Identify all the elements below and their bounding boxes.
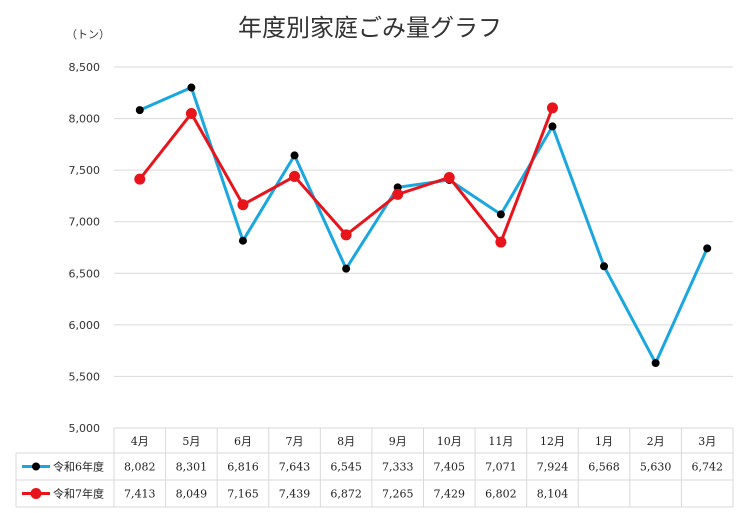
category-label: 4月 (131, 435, 149, 448)
data-point (237, 199, 249, 211)
y-tick-label: 6,000 (69, 319, 101, 332)
table-cell-value: 8,301 (176, 461, 208, 474)
data-point (342, 264, 351, 273)
table-cell-value: 8,104 (537, 488, 569, 501)
table-cell-value: 8,082 (124, 461, 156, 474)
data-point (289, 170, 301, 182)
data-point (290, 151, 299, 160)
category-label: 1月 (595, 435, 613, 448)
category-label: 6月 (234, 435, 252, 448)
y-tick-label: 7,000 (69, 216, 101, 229)
y-tick-label: 7,500 (69, 164, 101, 177)
table-cell-value: 6,872 (330, 488, 362, 501)
legend-label: 令和6年度 (53, 460, 104, 474)
data-point (134, 173, 146, 185)
data-point (600, 262, 609, 271)
y-tick-label: 5,500 (69, 370, 101, 383)
table-cell-value: 7,924 (537, 461, 569, 474)
legend-key-marker (30, 488, 42, 499)
table-cell-value: 7,265 (382, 488, 414, 501)
table-cell-value: 6,802 (485, 488, 517, 501)
legend-key (22, 462, 50, 471)
table-cell-value: 7,165 (227, 488, 259, 501)
data-point (185, 108, 197, 120)
table-cell-value: 7,405 (434, 461, 466, 474)
y-axis-ticks: 5,000 5,500 6,000 6,500 7,000 7,500 8,000 8,500 (69, 61, 101, 435)
category-label: 2月 (647, 435, 665, 448)
series-lines (134, 83, 712, 368)
data-point (187, 83, 196, 92)
table-cell-value: 6,545 (330, 461, 362, 474)
data-point (651, 359, 660, 368)
category-label: 7月 (286, 435, 304, 448)
table-cell-value: 7,643 (279, 461, 311, 474)
table-cell-value: 7,429 (434, 488, 466, 501)
data-point (495, 236, 507, 248)
table-cell-value: 7,071 (485, 461, 517, 474)
category-label: 12月 (540, 435, 565, 448)
legend-key-marker (32, 462, 40, 471)
data-point (548, 122, 557, 131)
category-label: 10月 (437, 435, 462, 448)
y-tick-label: 5,000 (69, 422, 101, 435)
table-cell-value: 5,630 (640, 461, 672, 474)
table-cell-value: 7,413 (124, 488, 156, 501)
data-point (703, 244, 712, 253)
series-2 (134, 102, 558, 248)
data-point (135, 106, 144, 115)
legend-key (22, 488, 50, 499)
table-cell-value: 6,742 (691, 461, 723, 474)
table-cell-value: 7,439 (279, 488, 311, 501)
table-cell-value: 7,333 (382, 461, 414, 474)
data-point (238, 236, 247, 245)
series-line (139, 86, 709, 365)
category-label: 11月 (488, 435, 513, 448)
y-axis-unit-label: （トン） (66, 28, 110, 41)
legend-label: 令和7年度 (53, 487, 104, 501)
category-label: 5月 (182, 435, 200, 448)
y-tick-label: 8,500 (69, 61, 101, 74)
data-point (496, 210, 505, 219)
category-label: 3月 (698, 435, 716, 448)
y-tick-label: 8,000 (69, 113, 101, 126)
data-point (443, 171, 455, 183)
data-point (340, 229, 352, 241)
table-cell-value: 6,568 (588, 461, 620, 474)
data-point (546, 102, 558, 114)
data-point (392, 188, 404, 200)
table-cell-value: 8,049 (176, 488, 208, 501)
gridlines (114, 66, 733, 429)
table-cell-value: 6,816 (227, 461, 259, 474)
category-label: 8月 (337, 435, 355, 448)
category-label: 9月 (389, 435, 407, 448)
y-tick-label: 6,500 (69, 267, 101, 280)
chart-title: 年度別家庭ごみ量グラフ (238, 14, 502, 42)
